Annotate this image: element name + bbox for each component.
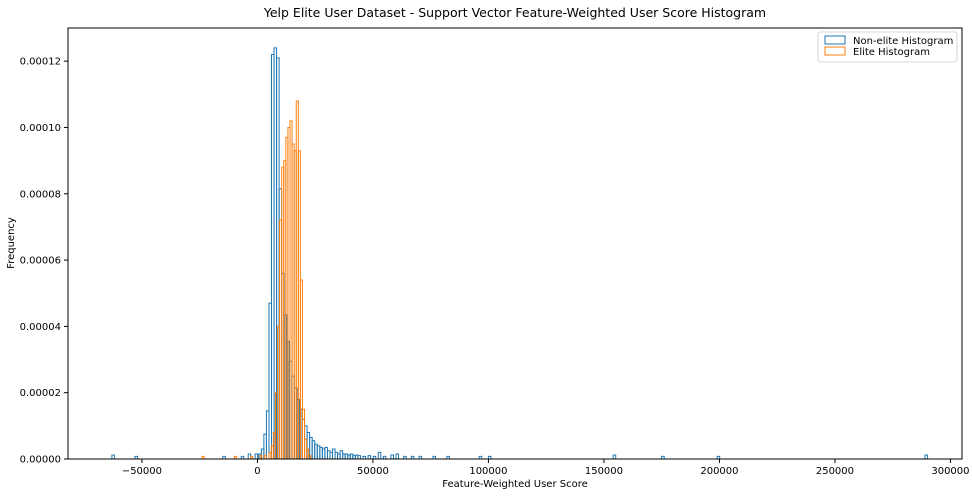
histogram-bin xyxy=(612,454,617,459)
histogram-bin xyxy=(301,408,306,459)
x-tick-label: −50000 xyxy=(122,466,162,477)
histogram-bin xyxy=(403,455,407,459)
y-tick-label: 0.00006 xyxy=(20,256,61,267)
y-tick-label: 0.00008 xyxy=(20,189,61,200)
plot-frame xyxy=(67,27,963,460)
histogram-bin xyxy=(390,454,394,459)
y-tick-label: 0.00010 xyxy=(20,123,61,134)
legend-box xyxy=(817,31,958,63)
histogram-bin xyxy=(308,455,312,459)
histogram-bin xyxy=(250,455,254,459)
legend-label-non-elite: Non-elite Histogram xyxy=(853,36,953,47)
legend-label-elite: Elite Histogram xyxy=(853,47,930,58)
x-axis: −50000 0 50000 100000 150000 200000 250000 3000… xyxy=(122,459,970,477)
histogram-bin xyxy=(268,451,272,459)
histogram-bin xyxy=(259,455,263,459)
histogram-bin xyxy=(111,454,115,459)
x-tick-label: 100000 xyxy=(469,466,507,477)
histogram-bin xyxy=(716,455,721,459)
histogram-bin xyxy=(487,455,492,459)
histogram-bin xyxy=(233,455,237,459)
y-tick-label: 0.00012 xyxy=(20,57,61,68)
histogram-bin xyxy=(362,455,367,459)
plot-area xyxy=(111,47,929,459)
legend-swatch-elite xyxy=(824,46,846,56)
histogram-bin xyxy=(263,455,267,459)
y-tick-label: 0.00000 xyxy=(20,455,61,466)
histogram-bin xyxy=(395,453,400,459)
y-axis-title: Frequency xyxy=(6,217,17,269)
histogram-bin xyxy=(222,455,226,459)
histogram-bin xyxy=(924,454,929,459)
series-elite xyxy=(201,100,312,459)
histogram-bin xyxy=(299,279,303,459)
histogram-bin xyxy=(134,455,139,459)
histogram-bin xyxy=(377,451,382,459)
x-tick-label: 250000 xyxy=(816,466,854,477)
histogram-bin xyxy=(418,455,423,459)
histogram-bin xyxy=(367,455,372,459)
x-tick-label: 0 xyxy=(254,466,260,477)
histogram-bin xyxy=(357,455,361,459)
chart-title: Yelp Elite User Dataset - Support Vector… xyxy=(263,5,766,20)
series-non-elite xyxy=(111,47,929,459)
histogram-bin xyxy=(306,448,310,459)
legend-swatch-non-elite xyxy=(824,35,846,45)
y-tick-label: 0.00004 xyxy=(20,322,61,333)
x-tick-label: 150000 xyxy=(585,466,623,477)
histogram-bin xyxy=(382,455,387,459)
histogram-bin xyxy=(478,455,483,459)
histogram-bin xyxy=(446,455,450,459)
x-axis-title: Feature-Weighted User Score xyxy=(442,479,588,490)
histogram-bin xyxy=(410,455,415,459)
histogram-bin xyxy=(201,455,205,459)
histogram-bin xyxy=(661,455,665,459)
legend: Non-elite Histogram Elite Histogram xyxy=(817,31,958,63)
y-axis: 0.00000 0.00002 0.00004 0.00006 0.00008 0.000… xyxy=(20,57,68,466)
x-tick-label: 200000 xyxy=(700,466,738,477)
histogram-bin xyxy=(254,453,259,459)
y-tick-label: 0.00002 xyxy=(20,388,61,399)
histogram-bin xyxy=(432,455,437,459)
histogram-bin xyxy=(372,455,377,459)
x-tick-label: 50000 xyxy=(357,466,389,477)
x-tick-label: 300000 xyxy=(931,466,969,477)
histogram-bin xyxy=(240,455,245,459)
